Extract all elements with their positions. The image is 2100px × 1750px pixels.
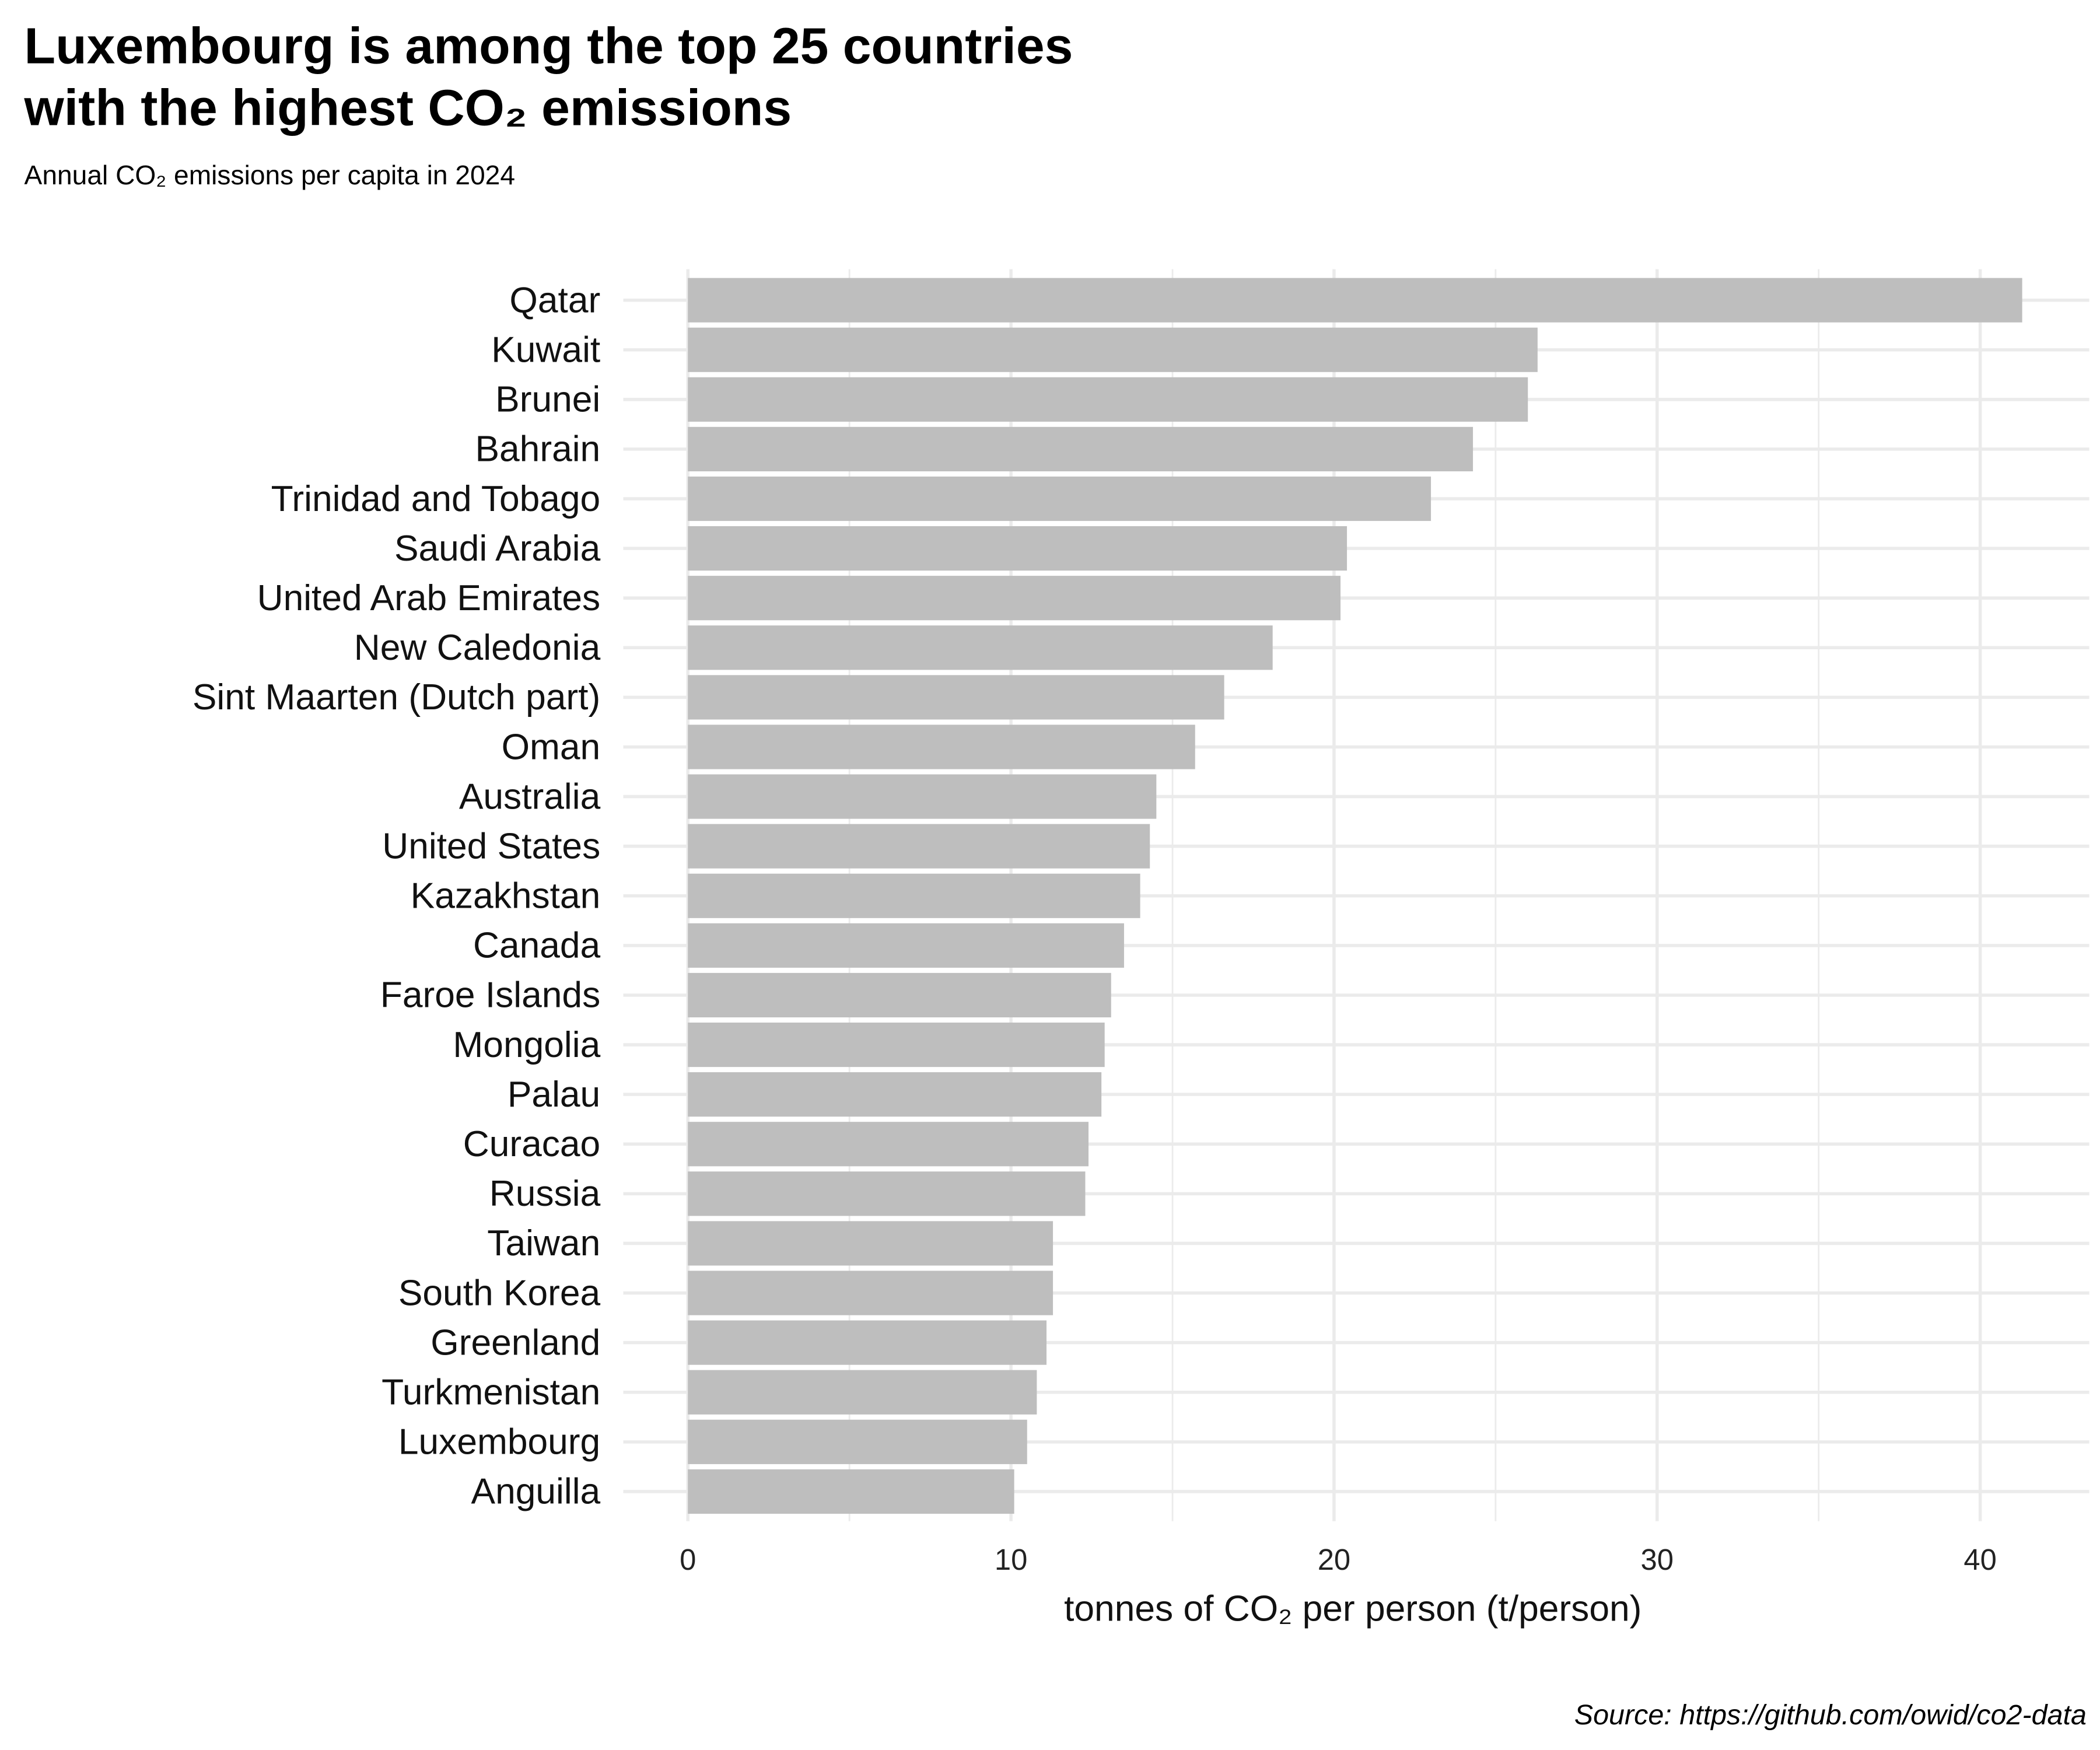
x-tick-labels: 0 10 20 30 40 [680,1543,1997,1576]
x-tick-label: 40 [1964,1543,1996,1576]
x-tick-label: 0 [680,1543,696,1576]
bars [688,278,2022,1514]
category-label: Sint Maarten (Dutch part) [192,677,600,718]
source-note: Source: https://github.com/owid/co2-data [1574,1700,2087,1731]
category-label: Trinidad and Tobago [271,479,601,519]
category-label: Anguilla [471,1472,601,1512]
category-label: Qatar [509,280,600,320]
bar-trinidad-and-tobago [688,476,1432,522]
bar-oman [688,724,1195,769]
title-line-1: Luxembourg is among the top 25 countries [24,19,1073,76]
bar-faroe-islands [688,972,1111,1018]
category-label: Oman [502,727,601,767]
bar-saudi-arabia [688,526,1348,571]
category-label: Curacao [463,1124,600,1164]
bar-anguilla [688,1469,1014,1514]
title-line-2: with the highest CO₂ emissions [24,80,792,138]
bar-greenland [688,1320,1047,1365]
category-label: South Korea [398,1273,601,1313]
bar-palau [688,1072,1102,1117]
bar-turkmenistan [688,1370,1037,1415]
bar-kazakhstan [688,873,1140,918]
category-label: Bahrain [475,429,600,470]
bar-mongolia [688,1022,1105,1068]
x-tick-label: 30 [1641,1543,1674,1576]
category-label: Taiwan [487,1223,600,1264]
x-axis-title: tonnes of CO₂ per person (t/person) [1064,1588,1642,1629]
category-label: Greenland [430,1322,600,1363]
bar-south-korea [688,1270,1054,1315]
category-label: United Arab Emirates [257,578,601,618]
bar-curacao [688,1122,1089,1167]
bar-brunei [688,377,1528,422]
bar-qatar [688,278,2022,323]
bar-russia [688,1171,1086,1216]
category-label: New Caledonia [354,628,601,668]
category-label: Mongolia [453,1025,600,1065]
category-label: Faroe Islands [380,975,600,1016]
category-label: Australia [459,776,601,817]
bar-sint-maarten-dutch-part- [688,675,1224,720]
bar-united-states [688,824,1150,869]
category-label: Palau [508,1074,600,1115]
chart-subtitle: Annual CO₂ emissions per capita in 2024 [24,161,516,191]
category-label: Canada [473,926,601,966]
category-label: Brunei [495,380,600,420]
category-label: Russia [489,1174,601,1214]
bar-canada [688,923,1124,968]
category-label: Saudi Arabia [394,528,601,569]
category-label: Luxembourg [398,1422,600,1462]
bar-united-arab-emirates [688,576,1341,621]
bar-australia [688,774,1157,819]
category-label: United States [382,826,600,866]
chart-title: Luxembourg is among the top 25 countries… [24,16,1073,140]
category-label: Turkmenistan [382,1373,600,1413]
x-tick-label: 10 [995,1543,1027,1576]
bar-luxembourg [688,1419,1027,1464]
category-labels: Qatar Kuwait Brunei Bahrain Trinidad and Tob… [192,280,601,1511]
x-tick-label: 20 [1318,1543,1350,1576]
bar-bahrain [688,426,1474,471]
bar-new-caledonia [688,625,1273,670]
category-label: Kazakhstan [411,876,601,916]
category-label: Kuwait [491,330,600,370]
bar-kuwait [688,327,1538,372]
bar-taiwan [688,1221,1054,1266]
